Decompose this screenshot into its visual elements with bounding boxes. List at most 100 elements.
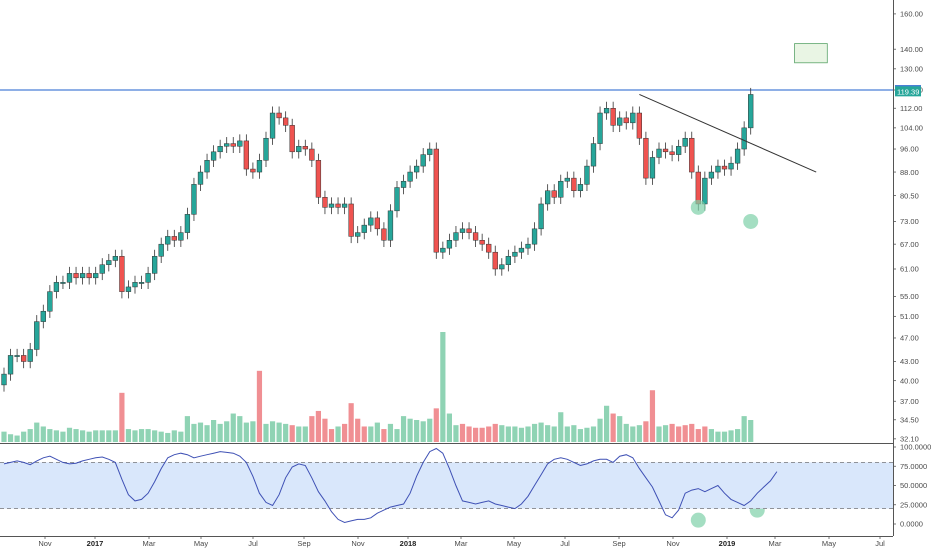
volume-bar — [348, 403, 354, 442]
volume-bar — [466, 426, 472, 442]
stoch-tick-label: 25.0000 — [900, 500, 927, 509]
volume-bar — [525, 426, 531, 442]
price-tick-label: 67.00 — [900, 240, 919, 249]
candle-body — [466, 228, 472, 233]
candle-body — [623, 117, 629, 124]
volume-bar — [27, 429, 33, 442]
volume-bar — [296, 426, 302, 442]
volume-bar — [21, 431, 27, 442]
volume-bar — [34, 422, 40, 442]
candle-body — [551, 190, 557, 198]
candle-body — [197, 171, 204, 185]
volume-bar — [355, 418, 361, 442]
candle-body — [47, 291, 53, 312]
volume-bar — [649, 390, 656, 442]
volume-bar — [453, 425, 459, 442]
candle-body — [125, 286, 132, 292]
stochastic-band — [0, 462, 893, 509]
volume-bar — [584, 427, 590, 442]
volume-bar — [204, 425, 210, 442]
candle-body — [204, 160, 210, 173]
volume-bar — [577, 429, 583, 442]
time-tick-label: Jul — [875, 539, 885, 548]
volume-bar — [178, 431, 184, 442]
volume-bar — [184, 416, 190, 442]
candle-body — [335, 203, 341, 208]
volume-bar — [243, 422, 249, 442]
candle-body — [355, 232, 361, 237]
candle-body — [256, 160, 263, 173]
time-tick-label: Mar — [769, 539, 782, 548]
volume-bar — [433, 408, 439, 442]
volume-bar — [689, 423, 695, 442]
volume-bar — [60, 431, 66, 442]
candle-body — [112, 256, 118, 261]
candle-body — [387, 210, 394, 241]
candle-body — [269, 112, 276, 139]
candle-body — [348, 203, 354, 237]
current-price-label-bg — [895, 86, 921, 97]
candle-body — [453, 232, 459, 241]
volume-bar — [636, 425, 642, 442]
price-tick-label: 130.00 — [900, 65, 923, 74]
candle-body — [283, 117, 289, 126]
volume-bar — [7, 434, 14, 442]
candle-body — [394, 187, 400, 212]
volume-bar — [708, 429, 714, 442]
volume-bar — [47, 429, 53, 442]
volume-bar — [741, 416, 747, 442]
volume-bar — [125, 429, 132, 442]
candle-body — [263, 137, 269, 161]
candle-body — [741, 127, 747, 150]
volume-bar — [571, 425, 577, 442]
time-tick-label: Nov — [666, 539, 680, 548]
candle-body — [276, 112, 282, 119]
candle-body — [7, 355, 14, 375]
volume-bar — [721, 431, 728, 442]
time-tick-label: Mar — [143, 539, 156, 548]
candle-body — [734, 148, 741, 164]
candle-body — [1, 373, 7, 386]
time-tick-label: Sep — [297, 539, 310, 548]
candle-body — [708, 171, 715, 179]
candle-body — [472, 232, 479, 241]
volume-bar — [276, 422, 282, 442]
candle-body — [564, 177, 570, 182]
volume-bar — [446, 413, 452, 442]
candle-body — [643, 137, 649, 179]
volume-bar — [518, 427, 525, 442]
volume-bar — [289, 425, 295, 442]
price-tick-label: 40.00 — [900, 376, 919, 385]
candle-body — [14, 355, 20, 357]
volume-bar — [171, 430, 177, 442]
candle-body — [748, 94, 754, 129]
volume-bar — [662, 425, 669, 442]
candle-body — [630, 112, 636, 124]
volume-bar — [676, 426, 682, 442]
volume-bar — [99, 430, 105, 442]
candle-body — [577, 184, 584, 191]
candle-body — [571, 177, 577, 191]
candle-body — [145, 273, 151, 283]
candle-body — [381, 228, 387, 241]
volume-bar — [165, 432, 171, 442]
volume-bar — [604, 405, 610, 442]
price-tick-label: 160.00 — [900, 10, 923, 19]
candle-body — [400, 180, 407, 188]
candle-body — [158, 243, 164, 257]
volume-bar — [512, 426, 518, 442]
candle-body — [60, 282, 66, 284]
stoch-tick-label: 75.0000 — [900, 462, 927, 471]
volume-bar — [119, 392, 125, 442]
candle-body — [728, 162, 734, 170]
candle-body — [361, 224, 367, 233]
price-tick-label: 51.00 — [900, 312, 919, 321]
price-tick-label: 80.50 — [900, 191, 919, 200]
volume-bar — [132, 430, 138, 442]
candle-body — [636, 112, 643, 139]
candle-body — [459, 228, 466, 233]
candle-body — [296, 146, 302, 153]
price-tick-label: 88.00 — [900, 168, 919, 177]
